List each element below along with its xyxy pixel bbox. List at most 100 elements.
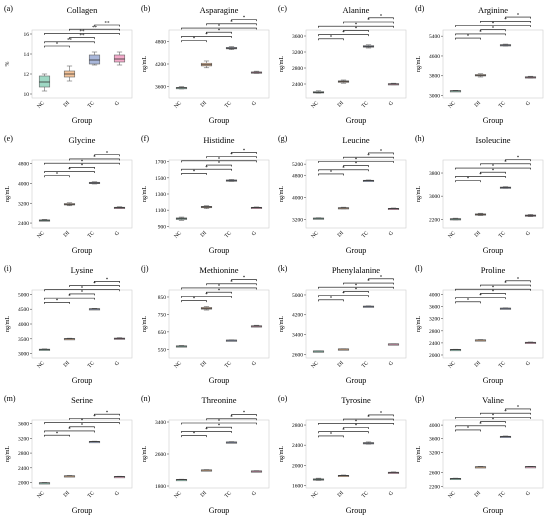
x-axis-label: Group xyxy=(483,246,503,255)
significance-bracket: * xyxy=(69,291,95,296)
box-nc xyxy=(312,477,325,481)
significance-bracket: * xyxy=(44,286,120,291)
y-tick-label: 3200 xyxy=(292,218,303,224)
box-tc xyxy=(88,440,101,444)
significance-mark: * xyxy=(467,35,470,40)
bracket-line xyxy=(206,31,232,34)
significance-bracket: * xyxy=(44,432,70,437)
significance-mark: * xyxy=(380,275,383,280)
significance-bracket: * xyxy=(181,25,257,30)
y-tick-label: 3600 xyxy=(155,85,166,91)
plot-frame xyxy=(442,29,544,99)
y-tick-label: 2600 xyxy=(292,352,303,358)
significance-bracket: * xyxy=(505,14,531,19)
x-axis-label: Group xyxy=(346,246,366,255)
panel-isoleucine: (h) Isoleucine 2200 3000 3800 ng/mL NC DI TC G Gro… xyxy=(415,134,544,255)
box-nc xyxy=(175,345,188,348)
significance-bracket: * xyxy=(318,296,344,301)
significance-bracket: * xyxy=(181,420,257,425)
x-tick-label: G xyxy=(388,360,395,367)
y-axis-label: ng/mL xyxy=(5,446,11,462)
bracket-line xyxy=(480,421,506,424)
significance-bracket: * xyxy=(455,177,481,183)
bracket-line xyxy=(69,293,95,296)
significance-bracket: * xyxy=(206,162,232,167)
y-tick-label: 750 xyxy=(158,312,167,318)
significance-mark: * xyxy=(93,415,96,420)
significance-mark: * xyxy=(479,30,482,35)
y-tick-label: 3200 xyxy=(18,201,29,207)
bracket-line xyxy=(318,34,369,37)
bracket-line xyxy=(69,426,95,429)
box-g xyxy=(387,343,400,346)
y-tick-label: 2400 xyxy=(292,82,303,88)
bracket-line xyxy=(318,431,369,434)
significance-mark: * xyxy=(56,299,59,304)
significance-mark: * xyxy=(380,412,383,417)
bracket-line xyxy=(181,40,207,43)
box-nc xyxy=(312,90,325,94)
significance-bracket: * xyxy=(206,153,257,158)
significance-bracket: * xyxy=(231,276,257,281)
box-di xyxy=(474,73,487,78)
box-iqr xyxy=(113,54,126,63)
y-tick-label: 2600 xyxy=(155,452,166,458)
box-nc xyxy=(38,348,51,351)
bracket-line xyxy=(368,152,394,155)
significance-mark: * xyxy=(517,277,520,282)
significance-mark: * xyxy=(243,411,246,416)
x-axis-label: Group xyxy=(72,116,92,125)
bracket-line xyxy=(206,418,257,421)
y-tick-label: 4000 xyxy=(429,423,440,429)
significance-bracket: * xyxy=(343,154,394,159)
x-axis-label: Group xyxy=(72,506,92,515)
y-tick-label: 3200 xyxy=(429,317,440,323)
bracket-line xyxy=(343,291,369,293)
y-tick-label: 5000 xyxy=(18,292,29,298)
x-tick-label: G xyxy=(525,490,532,497)
bracket-line xyxy=(44,162,120,165)
significance-bracket: * xyxy=(69,282,120,287)
box-di xyxy=(474,212,487,216)
box-g xyxy=(113,337,126,340)
box-tc xyxy=(225,179,238,182)
bracket-line xyxy=(181,300,207,303)
significance-bracket: * xyxy=(44,295,95,300)
y-tick-label: 5400 xyxy=(429,34,440,40)
significance-mark: * xyxy=(193,432,196,437)
y-tick-label: 4500 xyxy=(18,307,29,313)
bracket-line xyxy=(94,24,120,27)
box-tc xyxy=(499,186,512,189)
significance-bracket: * xyxy=(318,158,394,163)
y-tick-label: 4000 xyxy=(429,293,440,299)
box-nc xyxy=(449,348,462,352)
x-tick-label: G xyxy=(114,230,121,237)
panel-title: Threonine xyxy=(202,395,237,405)
significance-bracket: ** xyxy=(44,38,95,43)
significance-mark: * xyxy=(218,420,221,425)
significance-bracket: * xyxy=(343,27,369,32)
x-tick-label: NC xyxy=(447,360,457,370)
box-tc xyxy=(225,339,238,342)
x-tick-label: DI xyxy=(200,100,208,108)
plot-frame xyxy=(31,29,133,99)
panel-tyrosine: (o) Tyrosine 1600 2000 2400 2800 ng/mL NC DI TC G G… xyxy=(278,394,407,515)
significance-mark: * xyxy=(467,427,470,432)
panel-label: (n) xyxy=(141,394,151,403)
x-tick-label: DI xyxy=(474,100,482,108)
significance-mark: * xyxy=(193,170,196,175)
bracket-line xyxy=(206,291,232,294)
bracket-line xyxy=(455,180,481,183)
box-g xyxy=(387,207,400,210)
significance-bracket: * xyxy=(181,157,257,162)
significance-bracket: * xyxy=(181,293,232,298)
significance-bracket: * xyxy=(455,35,481,40)
box-g xyxy=(387,471,400,474)
box-tc xyxy=(225,46,238,50)
y-tick-label: 2000 xyxy=(429,353,440,359)
bracket-line xyxy=(181,431,232,433)
bracket-line xyxy=(318,423,394,425)
significance-bracket: * xyxy=(69,164,95,169)
bracket-line xyxy=(69,28,120,31)
panel-phenylalanine: (k) Phenylalanine 2600 3400 4200 5000 ng/mL NC D… xyxy=(278,264,407,385)
